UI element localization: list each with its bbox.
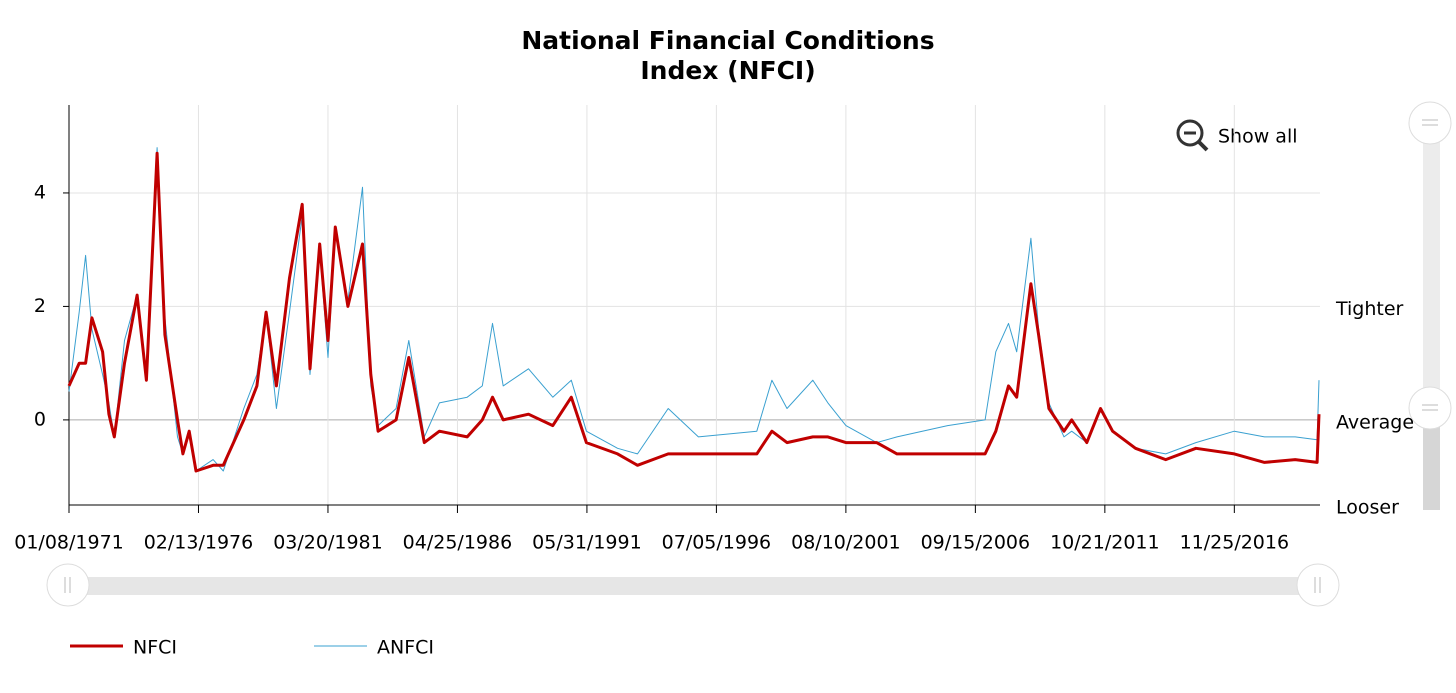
right-label: Looser: [1336, 497, 1399, 519]
legend-label: NFCI: [133, 637, 177, 659]
right-label: Average: [1336, 411, 1414, 433]
series-line: [67, 151, 1321, 473]
x-tick-label: 11/25/2016: [1180, 532, 1290, 554]
x-tick-label: 09/15/2006: [921, 532, 1031, 554]
y-tick-label: 4: [34, 181, 46, 203]
zoom-icon: [1176, 119, 1204, 147]
series-line: [68, 147, 1320, 472]
zoom-icon: [1197, 140, 1209, 152]
chart-title: Index (NFCI): [640, 56, 815, 85]
x-tick-label: 02/13/1976: [144, 532, 254, 554]
x-tick-label: 08/10/2001: [791, 532, 901, 554]
x-tick-label: 07/05/1996: [662, 532, 772, 554]
horizontal-slider: [46, 563, 1340, 607]
slider-handle[interactable]: [1408, 101, 1452, 145]
right-label: Tighter: [1335, 298, 1404, 320]
x-tick-label: 03/20/1981: [273, 532, 383, 554]
y-tick-label: 2: [34, 295, 46, 317]
slider-handle[interactable]: [46, 563, 90, 607]
x-tick-label: 10/21/2011: [1050, 532, 1160, 554]
slider-handle[interactable]: [1296, 563, 1340, 607]
vertical-slider: [1408, 101, 1452, 510]
legend-label: ANFCI: [377, 637, 434, 659]
show-all-label[interactable]: Show all: [1218, 126, 1298, 148]
show-all-button[interactable]: Show all: [1176, 119, 1298, 152]
x-tick-label: 05/31/1991: [532, 532, 642, 554]
x-tick-label: 01/08/1971: [14, 532, 124, 554]
chart-title: National Financial Conditions: [521, 26, 934, 55]
slider-track: [69, 577, 1321, 595]
slider-range: [1423, 408, 1440, 510]
slider-handle[interactable]: [1408, 386, 1452, 430]
x-tick-label: 04/25/1986: [403, 532, 513, 554]
y-tick-label: 0: [34, 408, 46, 430]
